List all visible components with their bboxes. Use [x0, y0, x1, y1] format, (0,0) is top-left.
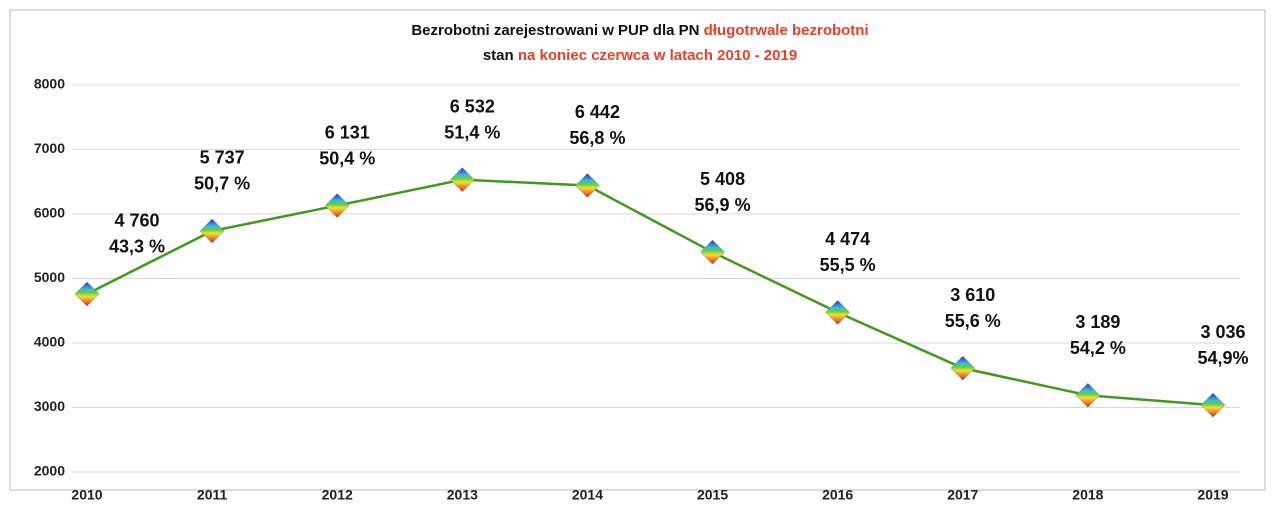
x-tick-label: 2012 [322, 487, 353, 503]
chart-frame [9, 9, 1266, 491]
marker [74, 281, 100, 307]
y-tick-label: 7000 [34, 140, 65, 156]
x-tick-label: 2016 [822, 487, 853, 503]
share-label: 51,4 % [444, 122, 500, 142]
y-tick-label: 2000 [34, 463, 65, 479]
value-label: 6 131 [325, 122, 370, 142]
x-tick-label: 2019 [1197, 487, 1228, 503]
share-label: 54,9% [1197, 348, 1248, 368]
chart-title: Bezrobotni zarejestrowani w PUP dla PN d… [411, 22, 868, 39]
title-part: na koniec czerwca w latach 2010 - 2019 [518, 47, 797, 64]
x-tick-label: 2017 [947, 487, 978, 503]
x-tick-label: 2013 [447, 487, 478, 503]
x-tick-label: 2018 [1072, 487, 1103, 503]
value-label: 3 189 [1075, 312, 1120, 332]
title-part: Bezrobotni zarejestrowani w PUP dla PN [411, 22, 703, 39]
y-tick-label: 3000 [34, 398, 65, 414]
value-label: 4 760 [114, 211, 159, 231]
x-tick-label: 2015 [697, 487, 728, 503]
x-tick-label: 2011 [197, 487, 228, 503]
x-tick-label: 2010 [71, 487, 102, 503]
share-label: 43,3 % [109, 237, 165, 257]
marker [950, 355, 976, 381]
title-part: długotrwale bezrobotni [704, 22, 869, 39]
marker [575, 173, 600, 198]
y-tick-label: 5000 [34, 269, 65, 285]
value-label: 4 474 [825, 229, 870, 249]
y-tick-label: 6000 [34, 205, 65, 221]
value-label: 5 737 [200, 148, 245, 168]
share-label: 50,4 % [319, 148, 375, 168]
share-label: 55,6 % [945, 311, 1001, 331]
marker [1075, 382, 1101, 408]
share-label: 54,2 % [1070, 338, 1126, 358]
marker [449, 167, 475, 193]
marker [700, 239, 725, 265]
value-label: 6 532 [450, 96, 495, 116]
value-label: 3 036 [1200, 322, 1245, 342]
marker [324, 193, 350, 218]
value-label: 6 442 [575, 102, 620, 122]
share-label: 50,7 % [194, 174, 250, 194]
y-tick-label: 8000 [34, 76, 65, 92]
y-tick-label: 4000 [34, 334, 65, 350]
line [86, 178, 1214, 407]
chart-subtitle: stan na koniec czerwca w latach 2010 - 2… [483, 47, 797, 64]
value-label: 5 408 [700, 169, 745, 189]
share-label: 55,5 % [820, 255, 876, 275]
value-label: 3 610 [950, 285, 995, 305]
x-tick-label: 2014 [572, 487, 603, 503]
marker [825, 300, 851, 325]
marker [199, 218, 225, 244]
title-part: stan [483, 47, 518, 64]
share-label: 56,8 % [569, 128, 625, 148]
marker [1200, 392, 1226, 418]
share-label: 56,9 % [695, 195, 751, 215]
